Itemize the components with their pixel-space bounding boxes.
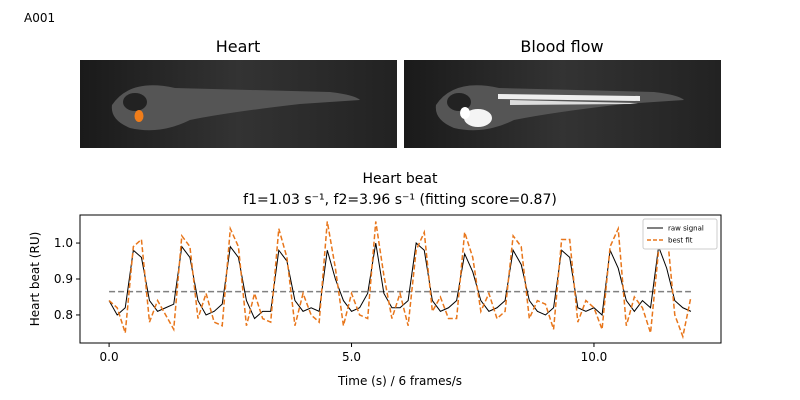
chart-title: Heart beat [363, 171, 438, 187]
chart-subtitle: f1=1.03 s⁻¹, f2=3.96 s⁻¹ (fitting score=… [243, 192, 557, 208]
series-line [108, 242, 692, 320]
heart-image [80, 60, 397, 148]
plot-frame [79, 214, 722, 344]
x-tick-label: 5.0 [342, 350, 361, 364]
y-tick-label: 0.9 [54, 272, 73, 286]
y-tick-label: 0.8 [54, 308, 73, 322]
blood-flow-image [404, 60, 721, 148]
series-line [108, 221, 692, 340]
legend-label: raw signal [668, 225, 704, 233]
y-axis-label: Heart beat (RU) [28, 232, 42, 327]
x-axis-label: Time (s) / 6 frames/s [337, 374, 462, 388]
legend-box [642, 218, 718, 250]
y-tick-label: 1.0 [54, 236, 73, 250]
legend-label: best fit [668, 237, 693, 245]
x-tick-label: 10.0 [581, 350, 608, 364]
panel-title: Blood flow [520, 37, 603, 56]
figure-label: A001 [24, 11, 55, 25]
panel-title: Heart [216, 37, 261, 56]
x-tick-label: 0.0 [100, 350, 119, 364]
